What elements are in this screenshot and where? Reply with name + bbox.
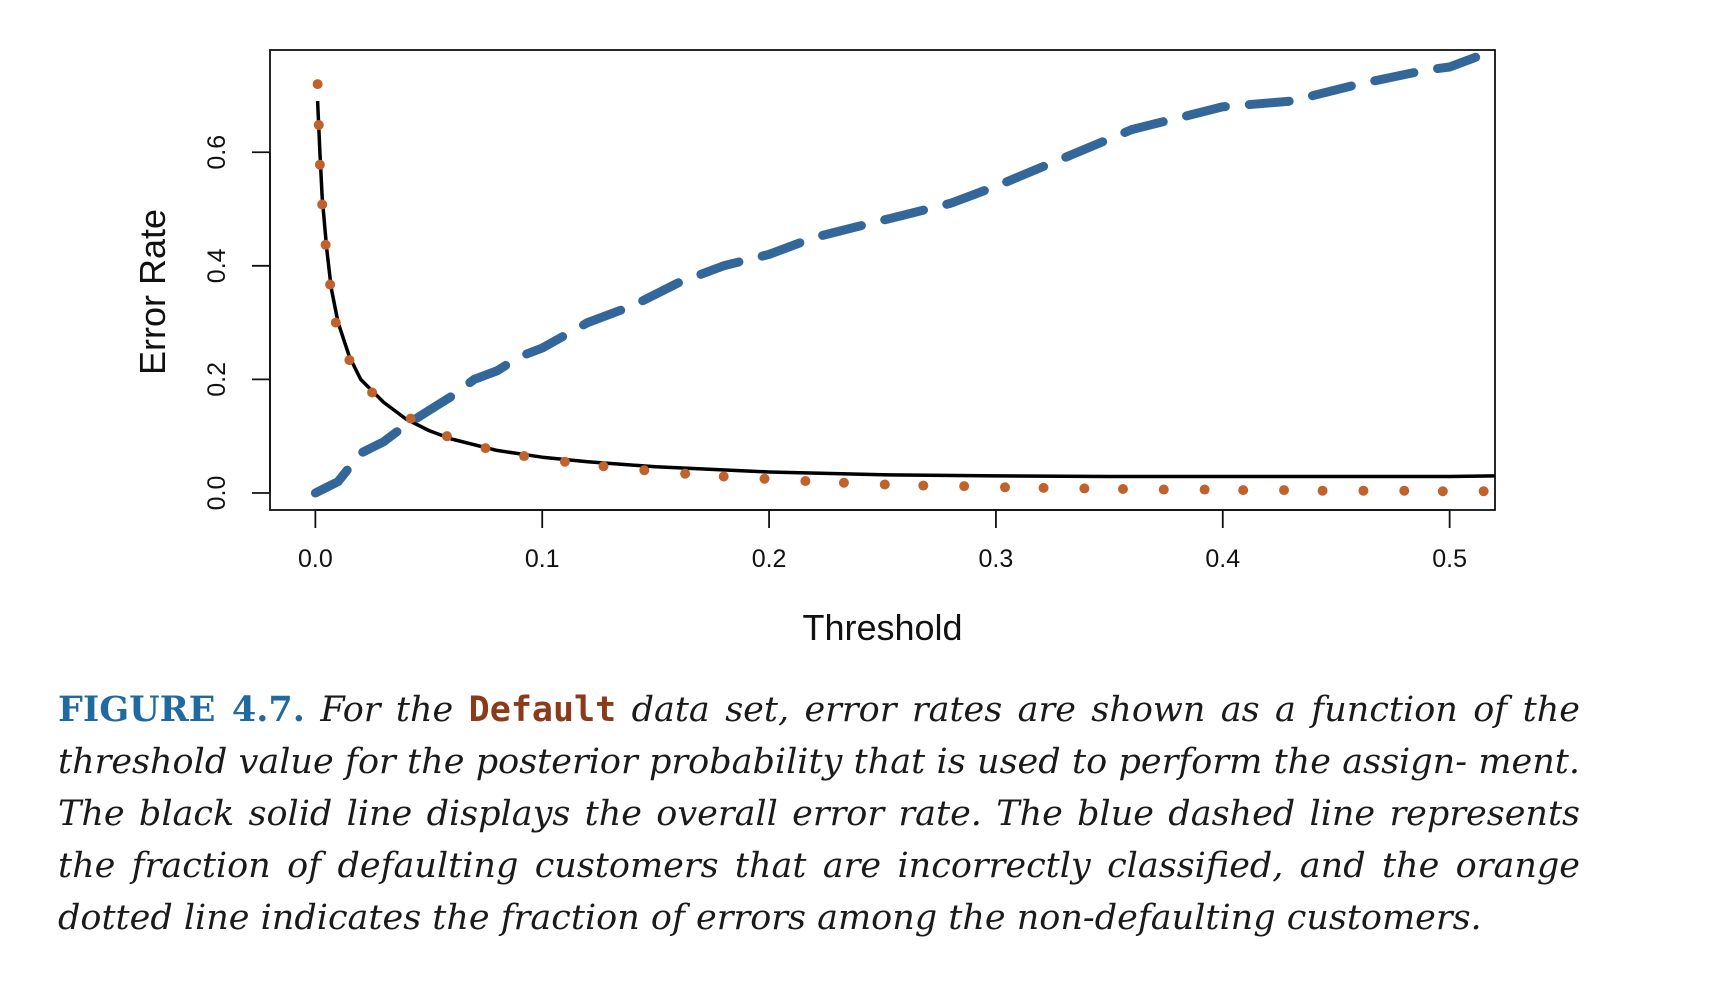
dotted-point [480, 443, 491, 454]
figure: 0.0 0.1 0.2 0.3 0.4 0.5 0.0 0.2 0.4 0.6 Threshold E… [132, 49, 1496, 648]
x-tick-label: 0.4 [1205, 545, 1240, 573]
dotted-point [325, 279, 336, 290]
dotted-point [718, 471, 729, 482]
dotted-point [367, 387, 378, 398]
y-tick-label: 0.6 [203, 135, 231, 170]
dotted-point [1437, 486, 1448, 497]
dotted-point [1000, 482, 1010, 493]
dotted-point [598, 461, 609, 472]
series-solid-line [315, 101, 1495, 479]
dotted-point [1399, 485, 1410, 496]
series-dotted [312, 79, 1489, 497]
dotted-point [800, 476, 811, 487]
dotted-point [1317, 485, 1328, 496]
dotted-point [1199, 484, 1210, 495]
dotted-point [344, 355, 355, 366]
y-tick-label: 0.2 [203, 362, 231, 397]
dotted-point [320, 239, 331, 250]
y-tick-label: 0.0 [203, 476, 231, 511]
dotted-point [1117, 483, 1128, 494]
figure-caption: FIGURE 4.7. For the Default data set, er… [58, 684, 1580, 944]
dotted-point [314, 159, 325, 170]
axes-layer: 0.0 0.1 0.2 0.3 0.4 0.5 0.0 0.2 0.4 0.6 Threshold E… [132, 49, 1496, 648]
dotted-point [680, 468, 691, 479]
dataset-name: Default [468, 690, 617, 730]
y-axis-title: Error Rate [132, 209, 173, 375]
x-tick-label: 0.5 [1432, 545, 1467, 573]
x-tick-label: 0.3 [979, 545, 1014, 573]
dotted-point [441, 431, 452, 442]
dotted-point [1358, 485, 1369, 496]
dotted-point [317, 199, 328, 210]
dotted-point [1478, 486, 1489, 497]
dotted-point [405, 413, 416, 424]
dotted-point [1038, 482, 1049, 493]
dotted-point [639, 465, 650, 476]
dotted-point [330, 317, 341, 328]
figure-label: FIGURE 4.7. [58, 689, 305, 730]
dotted-point [1279, 485, 1290, 496]
y-tick-label: 0.4 [203, 248, 231, 283]
x-tick-label: 0.0 [298, 545, 333, 573]
dotted-point [1079, 483, 1090, 494]
x-tick-label: 0.1 [525, 545, 560, 573]
dotted-point [838, 477, 849, 488]
dotted-point [313, 119, 324, 130]
x-tick-label: 0.2 [752, 545, 787, 573]
dotted-point [1158, 484, 1169, 495]
dotted-point [559, 456, 570, 467]
dotted-point [759, 473, 770, 484]
error-rate-chart: 0.0 0.1 0.2 0.3 0.4 0.5 0.0 0.2 0.4 0.6 Threshold E… [132, 49, 1496, 648]
caption-text-start: For the [320, 690, 454, 730]
dotted-point [959, 481, 970, 492]
dotted-point [918, 480, 929, 491]
dotted-point [879, 479, 890, 490]
series-layer [310, 50, 1495, 498]
dotted-point [1238, 485, 1249, 496]
caption-text-rest: data set, error rates are shown as a fun… [58, 690, 1580, 938]
dotted-point [312, 79, 323, 90]
x-axis-title: Threshold [802, 607, 962, 648]
series-dashed-line [310, 50, 1495, 498]
dotted-point [519, 451, 530, 462]
